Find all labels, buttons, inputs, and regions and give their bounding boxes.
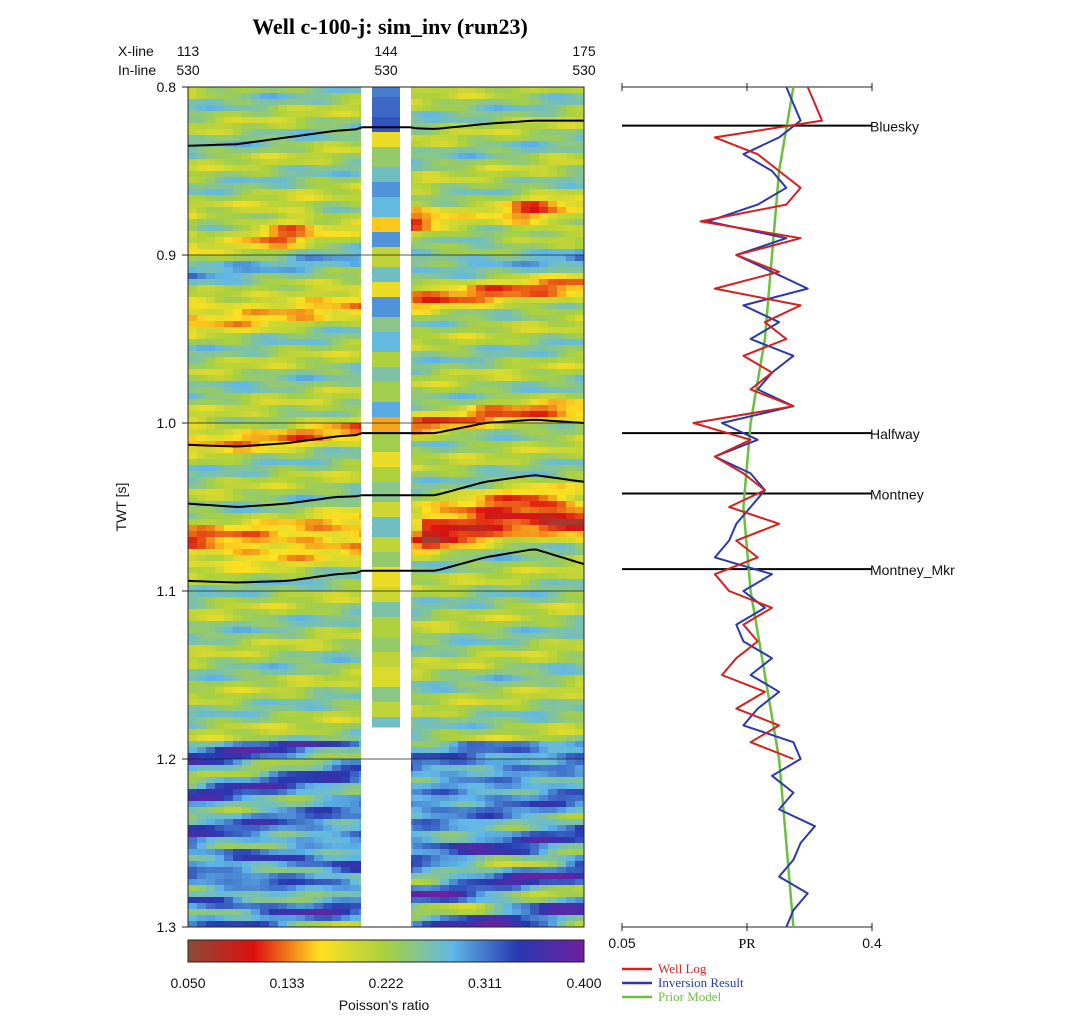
- legend-inversion-result: Inversion Result: [658, 975, 744, 990]
- log-track: [621, 83, 873, 931]
- twt-axis-label: TWT [s]: [113, 483, 129, 532]
- twt-tick-label: 0.9: [157, 247, 177, 263]
- log-xtick-max: 0.4: [862, 935, 882, 951]
- xline-tick-3: 175: [572, 43, 596, 59]
- horizon-montney: [188, 474, 584, 508]
- twt-tick-label: 1.3: [157, 919, 177, 935]
- twt-tick-label: 1.1: [157, 583, 177, 599]
- xline-tick-1: 113: [177, 43, 200, 59]
- log-xlabel: PR: [738, 937, 756, 952]
- inline-label: In-line: [118, 62, 156, 78]
- marker-label-halfway: Halfway: [870, 426, 920, 442]
- marker-label-bluesky: Bluesky: [870, 119, 919, 135]
- colorbar: [187, 939, 585, 963]
- xline-tick-2: 144: [374, 43, 398, 59]
- log-legend: Well Log Inversion Result Prior Model: [622, 961, 744, 1004]
- twt-tick-label: 1.0: [157, 415, 177, 431]
- twt-tick-label: 1.2: [157, 751, 177, 767]
- colorbar-label: Poisson's ratio: [339, 997, 430, 1013]
- colorbar-ticks: 0.050 0.133 0.222 0.311 0.400: [170, 975, 601, 991]
- horizon-halfway: [188, 418, 584, 448]
- log-curves: [692, 86, 823, 928]
- legend-prior-model: Prior Model: [658, 989, 722, 1004]
- colorbar-tick-label: 0.133: [269, 975, 304, 991]
- chart-title: Well c-100-j: sim_inv (run23): [252, 14, 528, 39]
- inline-tick-2: 530: [374, 62, 398, 78]
- series-prior-model: [742, 86, 795, 928]
- colorbar-tick-label: 0.050: [170, 975, 205, 991]
- log-xtick-min: 0.05: [608, 935, 635, 951]
- inline-tick-1: 530: [176, 62, 200, 78]
- marker-label-montney: Montney: [870, 487, 924, 503]
- section-frame: [187, 86, 585, 928]
- legend-well-log: Well Log: [658, 961, 707, 976]
- twt-axis: 0.8 0.9 1.0 1.1 1.2 1.3: [157, 79, 188, 935]
- colorbar-tick-label: 0.222: [368, 975, 403, 991]
- horizon-montney_mkr: [188, 548, 584, 584]
- series-well-log: [692, 86, 823, 760]
- horizon-bluesky: [188, 119, 584, 147]
- series-inversion-result: [706, 86, 816, 928]
- xline-label: X-line: [118, 43, 154, 59]
- twt-tick-label: 0.8: [157, 79, 177, 95]
- colorbar-tick-label: 0.311: [468, 975, 502, 991]
- seismic-section: [188, 87, 584, 927]
- inline-tick-3: 530: [572, 62, 596, 78]
- colorbar-tick-label: 0.400: [566, 975, 601, 991]
- formation-markers: Bluesky Halfway Montney Montney_Mkr: [622, 119, 955, 578]
- marker-label-montney_mkr: Montney_Mkr: [870, 562, 955, 578]
